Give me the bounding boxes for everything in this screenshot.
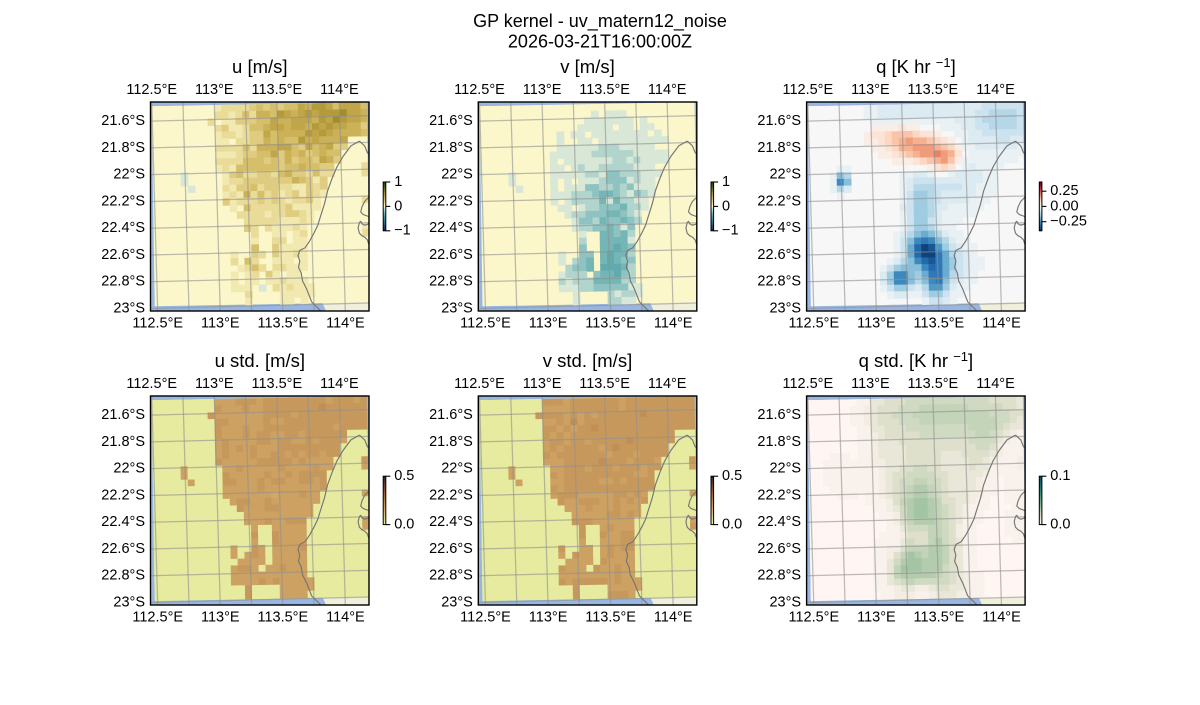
svg-text:0.00: 0.00	[1050, 198, 1078, 214]
svg-text:−0.25: −0.25	[1050, 214, 1087, 230]
svg-text:0.1: 0.1	[1050, 468, 1070, 484]
svg-text:0.25: 0.25	[1050, 183, 1078, 199]
svg-text:v [m/s]: v [m/s]	[560, 56, 614, 77]
svg-text:q std. [K hr −1]: q std. [K hr −1]	[859, 349, 974, 371]
svg-text:−1: −1	[394, 223, 411, 239]
svg-text:u [m/s]: u [m/s]	[232, 56, 288, 77]
svg-text:−1: −1	[722, 223, 739, 239]
svg-text:1: 1	[394, 174, 402, 190]
svg-text:0.5: 0.5	[722, 468, 742, 484]
svg-text:0.0: 0.0	[722, 517, 742, 533]
svg-text:2026-03-21T16:00:00Z: 2026-03-21T16:00:00Z	[508, 32, 692, 52]
svg-text:0.0: 0.0	[394, 517, 414, 533]
svg-text:u std. [m/s]: u std. [m/s]	[215, 350, 305, 371]
svg-text:1: 1	[722, 174, 730, 190]
svg-text:0.5: 0.5	[394, 468, 414, 484]
svg-text:GP kernel - uv_matern12_noise: GP kernel - uv_matern12_noise	[473, 11, 727, 32]
svg-text:0: 0	[394, 198, 402, 214]
svg-text:0: 0	[722, 198, 730, 214]
svg-text:v std. [m/s]: v std. [m/s]	[543, 350, 632, 371]
svg-text:0.0: 0.0	[1050, 517, 1070, 533]
